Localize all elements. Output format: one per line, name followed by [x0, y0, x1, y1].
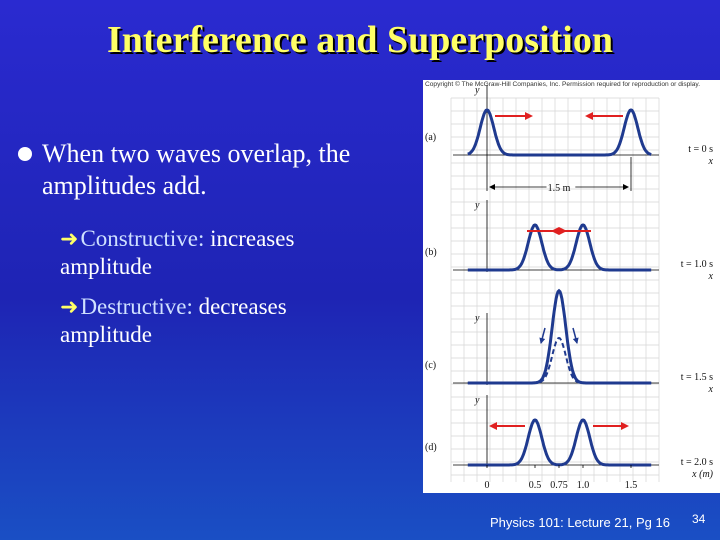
panel-label: (a)	[425, 132, 436, 143]
time-label: t = 1.0 s	[681, 259, 713, 270]
wave-panel: y (a) t = 0 sx 1.5 m	[425, 85, 714, 194]
panel-label: (d)	[425, 442, 437, 453]
wave-pulses	[467, 108, 652, 157]
y-axis-label: y	[474, 200, 480, 211]
slide-footer: Physics 101: Lecture 21, Pg 16	[490, 515, 670, 530]
arrow-bullet-icon: ➜	[60, 294, 79, 319]
wave-panel: y (b) t = 1.0 sx	[425, 200, 714, 282]
x-tick-label: 0.75	[550, 480, 568, 491]
x-tick-label: 0.5	[529, 480, 542, 491]
figure-svg: y(a)t = 0 sx1.5 my(b)t = 1.0 sxy(c)t = 1…	[425, 85, 714, 491]
superposition-figure: Copyright © The McGraw-Hill Companies, I…	[423, 80, 720, 493]
sub-bullet-constructive: ➜Constructive: increases amplitude	[60, 225, 390, 281]
wave-panel: y (c) t = 1.5 sx	[425, 288, 714, 395]
sub-bullet-text-line2: amplitude	[60, 254, 152, 279]
y-axis-label: y	[474, 395, 480, 406]
y-axis-label: y	[474, 85, 480, 96]
sub-bullet-text-line2: amplitude	[60, 322, 152, 347]
small-arrow-icon	[539, 327, 546, 344]
time-label: t = 2.0 s	[681, 457, 713, 468]
wave-individual	[467, 336, 652, 384]
x-tick-label: 0	[485, 480, 490, 491]
x-axis-label: x (m)	[691, 469, 713, 480]
x-axis-label: x	[708, 384, 714, 395]
panel-label: (c)	[425, 360, 436, 371]
distance-arrow-icon	[489, 184, 495, 190]
figure-credit: Copyright © The McGraw-Hill Companies, I…	[425, 81, 701, 88]
arrow-bullet-icon: ➜	[60, 226, 79, 251]
wave-superposed	[467, 288, 652, 385]
sub-bullet-term: Constructive:	[80, 226, 205, 251]
distance-label: 1.5 m	[548, 183, 571, 194]
slide-title: Interference and Superposition	[107, 19, 613, 61]
wave-pulses	[467, 418, 652, 467]
wave-panel: y (d) t = 2.0 sx (m) 0 0.5 0.75 1.0 1.5	[425, 395, 714, 491]
x-tick-label: 1.5	[625, 480, 638, 491]
sub-bullet-term: Destructive:	[80, 294, 193, 319]
panel-label: (b)	[425, 247, 437, 258]
sub-bullet-destructive: ➜Destructive: decreases amplitude	[60, 293, 390, 349]
main-bullet: When two waves overlap, the amplitudes a…	[18, 138, 438, 202]
wave-pulses	[467, 223, 652, 272]
y-axis-label: y	[474, 313, 480, 324]
page-number: 34	[692, 512, 706, 526]
bullet-dot-icon	[18, 147, 32, 162]
sub-bullet-text: decreases	[192, 294, 287, 319]
distance-arrow-icon	[623, 184, 629, 190]
figure-grid	[450, 97, 660, 482]
time-label: t = 1.5 s	[681, 372, 713, 383]
small-arrow-icon	[572, 327, 579, 344]
sub-bullet-text: increases	[204, 226, 295, 251]
x-axis-label: x	[708, 271, 714, 282]
main-bullet-line2: amplitudes add.	[42, 171, 207, 200]
time-label: t = 0 s	[688, 144, 713, 155]
main-bullet-line1: When two waves overlap, the	[42, 139, 351, 168]
x-tick-label: 1.0	[577, 480, 590, 491]
x-axis-label: x	[708, 156, 714, 167]
